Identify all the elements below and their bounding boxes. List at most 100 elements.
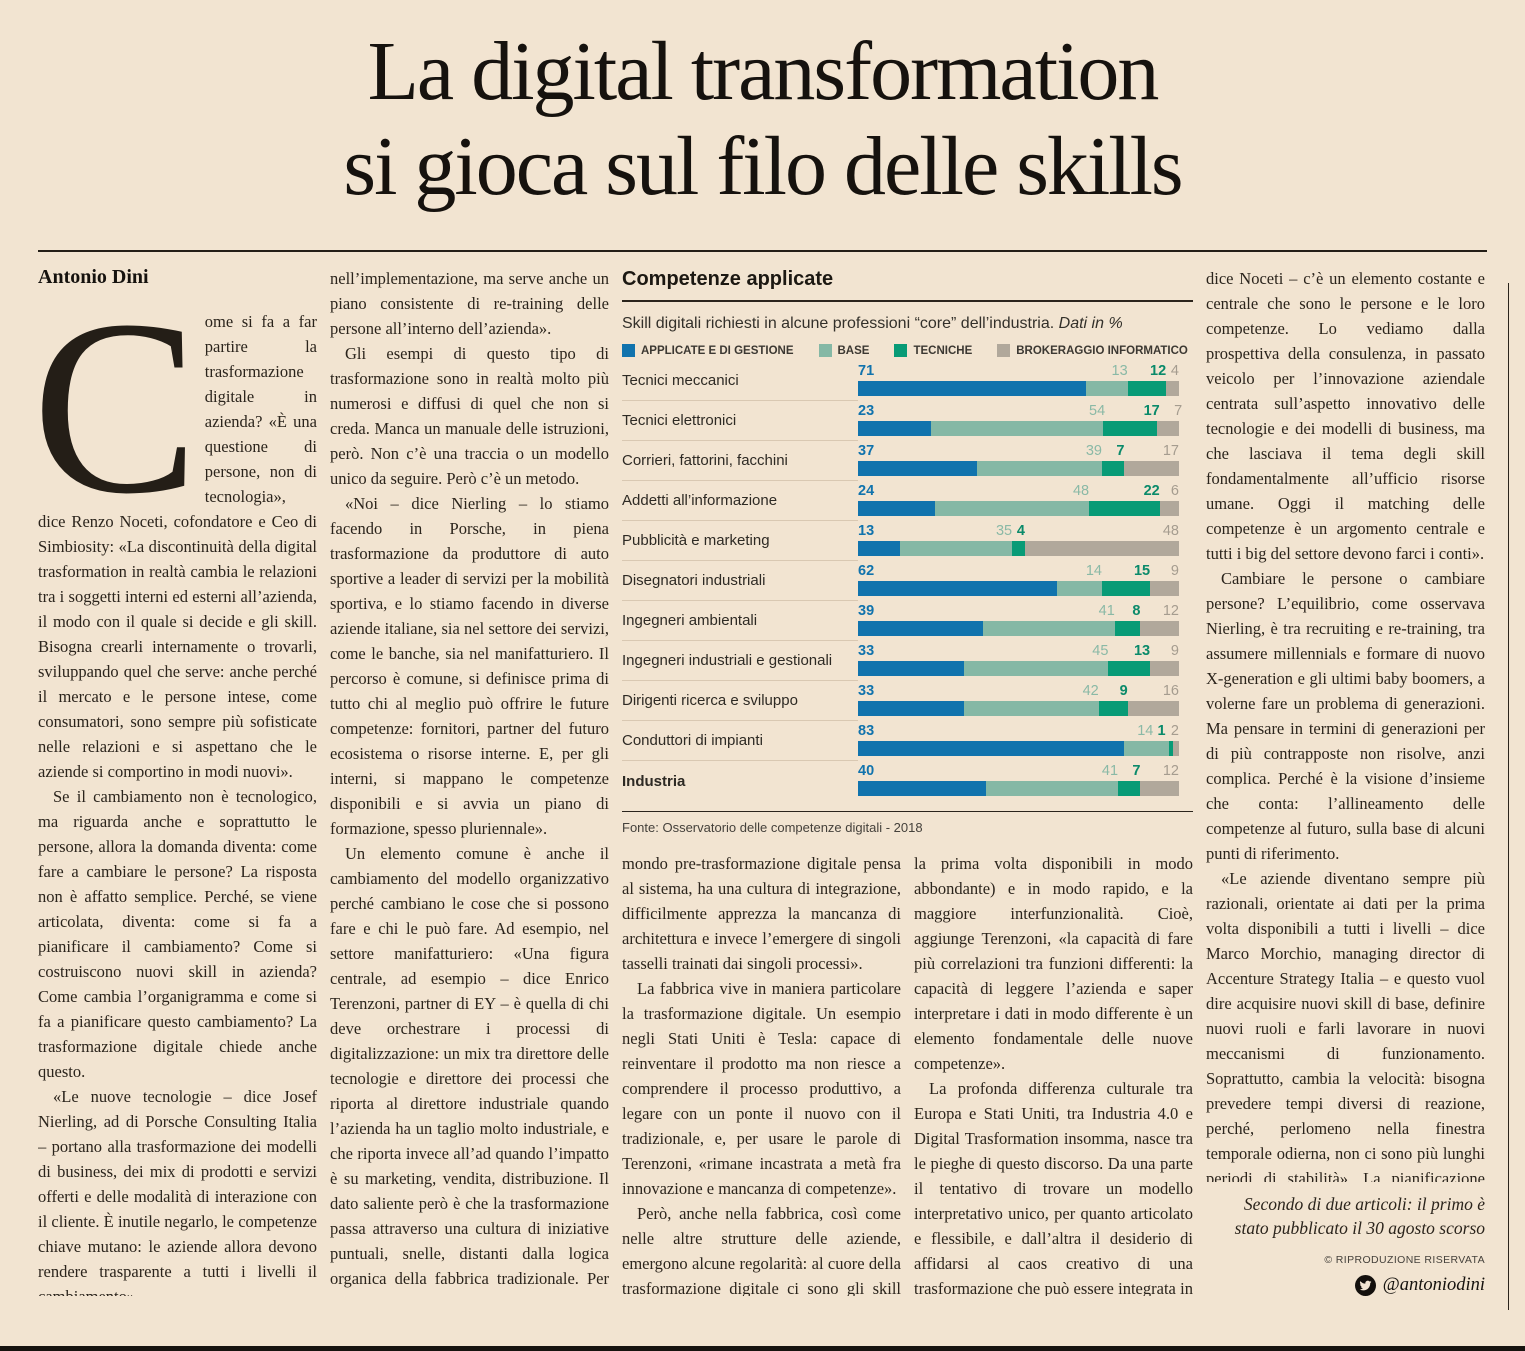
bar-segment bbox=[858, 421, 932, 436]
legend-swatch-icon bbox=[818, 344, 832, 357]
bar-segment bbox=[1140, 621, 1179, 636]
bar-value-label: 6 bbox=[1170, 483, 1179, 499]
bar-value-label: 12 bbox=[1150, 363, 1167, 379]
bar-segment bbox=[1108, 661, 1151, 676]
bar-segment bbox=[858, 781, 987, 796]
bar-value-label: 15 bbox=[1133, 563, 1151, 579]
bar-segment bbox=[1098, 701, 1128, 716]
chart-row: Tecnici meccanici 71 13 12 4 bbox=[622, 361, 1193, 401]
chart-row-label: Dirigenti ricerca e sviluppo bbox=[622, 681, 858, 721]
bar-value-label: 39 bbox=[1085, 443, 1102, 459]
paragraph: La fabbrica vive in maniera particolare … bbox=[622, 979, 901, 1198]
bar-segment bbox=[1166, 381, 1179, 396]
paragraph: Gli esempi di questo tipo di trasformazi… bbox=[330, 344, 609, 488]
article-footer: Secondo di due articoli: il primo è stat… bbox=[1206, 1182, 1485, 1296]
bar-value-label: 23 bbox=[858, 403, 875, 419]
bar-value-label: 13 bbox=[1111, 363, 1128, 379]
bar-value-label: 17 bbox=[1143, 403, 1160, 419]
chart-title-rule bbox=[622, 300, 1193, 302]
bar-value-label: 1 bbox=[1157, 723, 1166, 739]
chart-row: Corrieri, fattorini, facchini 37 39 7 17 bbox=[622, 441, 1193, 481]
bar-segment bbox=[976, 461, 1102, 476]
bar-segment bbox=[1114, 621, 1141, 636]
chart-row-bar: 33 45 13 9 bbox=[858, 641, 1193, 681]
bar-value-label: 12 bbox=[1162, 763, 1179, 779]
bar-value-label: 4 bbox=[1170, 363, 1179, 379]
chart-row: Tecnici elettronici 23 54 17 7 bbox=[622, 401, 1193, 441]
chart-source-rule bbox=[622, 811, 1193, 812]
bar-value-label: 39 bbox=[858, 603, 875, 619]
bar-segment bbox=[1169, 741, 1173, 756]
bar-segment bbox=[858, 741, 1125, 756]
paragraph: «Noi – dice Nierling – lo stiamo facendo… bbox=[330, 494, 609, 838]
chart-row-label: Conduttori di impianti bbox=[622, 721, 858, 761]
bar-value-label: 13 bbox=[858, 523, 875, 539]
bar-value-label: 83 bbox=[858, 723, 875, 739]
bar-segment bbox=[1124, 741, 1170, 756]
paragraph: «Le aziende diventano sempre più raziona… bbox=[1206, 869, 1485, 1182]
chart-row: Industria 40 41 7 12 bbox=[622, 761, 1193, 801]
byline: Antonio Dini bbox=[38, 266, 149, 288]
chart-row: Dirigenti ricerca e sviluppo 33 42 9 16 bbox=[622, 681, 1193, 721]
middle-text-columns: mondo pre-trasformazione digitale pensa … bbox=[622, 851, 1193, 1296]
bar-value-label: 41 bbox=[1098, 603, 1115, 619]
chart-row-bar: 62 14 15 9 bbox=[858, 561, 1193, 601]
chart-row: Addetti all’informazione 24 48 22 6 bbox=[622, 481, 1193, 521]
author-twitter: @antoniodini bbox=[1206, 1275, 1485, 1296]
series-note: Secondo di due articoli: il primo è stat… bbox=[1234, 1194, 1485, 1238]
chart-row-label: Corrieri, fattorini, facchini bbox=[622, 441, 858, 481]
bar-segment bbox=[858, 381, 1086, 396]
legend-item: APPLICATE E DI GESTIONE bbox=[622, 344, 794, 357]
paragraph-text: ome si fa a far partire la trasformazion… bbox=[38, 312, 317, 781]
bar-value-label: 9 bbox=[1170, 563, 1179, 579]
chart-rows: Tecnici meccanici 71 13 12 4 Tecnici elettron… bbox=[622, 361, 1193, 801]
bar-value-label: 9 bbox=[1119, 683, 1128, 699]
legend-label: BROKERAGGIO INFORMATICO bbox=[1016, 344, 1188, 357]
page-title: La digital transformation si gioca sul fi… bbox=[0, 0, 1525, 214]
legend-swatch-icon bbox=[622, 344, 635, 357]
bar-value-label: 41 bbox=[1101, 763, 1119, 779]
chart-row-label: Pubblicità e marketing bbox=[622, 521, 858, 561]
bar-segment bbox=[963, 661, 1109, 676]
column-4: la prima volta disponibili in modo abbon… bbox=[914, 851, 1193, 1296]
chart-subtitle-text: Skill digitali richiesti in alcune profe… bbox=[622, 315, 1055, 332]
bar-segment bbox=[858, 581, 1058, 596]
legend-item: BROKERAGGIO INFORMATICO bbox=[997, 344, 1188, 357]
bar-segment bbox=[1085, 381, 1128, 396]
paragraph: dice Noceti – c’è un elemento costante e… bbox=[1206, 269, 1485, 563]
paragraph: nell’implementazione, ma serve anche un … bbox=[330, 269, 609, 338]
column-5: dice Noceti – c’è un elemento costante e… bbox=[1206, 266, 1485, 1296]
bar-segment bbox=[1101, 461, 1125, 476]
bar-segment bbox=[1156, 421, 1180, 436]
bar-value-label: 37 bbox=[858, 443, 875, 459]
chart-row: Ingegneri ambientali 39 41 8 12 bbox=[622, 601, 1193, 641]
paragraph: La profonda differenza culturale tra Eur… bbox=[914, 1079, 1193, 1296]
bar-segment bbox=[963, 701, 1099, 716]
paragraph: Un elemento comune è anche il cambiament… bbox=[330, 844, 609, 1296]
title-line-2: si gioca sul filo delle skills bbox=[343, 120, 1183, 213]
chart-source: Fonte: Osservatorio delle competenze dig… bbox=[622, 820, 923, 835]
column-5-text: dice Noceti – c’è un elemento costante e… bbox=[1206, 266, 1485, 1182]
chart-row-label: Addetti all’informazione bbox=[622, 481, 858, 521]
bar-value-label: 54 bbox=[1089, 403, 1106, 419]
chart-row-bar: 37 39 7 17 bbox=[858, 441, 1193, 481]
paragraph: «Le nuove tecnologie – dice Josef Nierli… bbox=[38, 1087, 317, 1296]
paragraph: mondo pre-trasformazione digitale pensa … bbox=[622, 854, 901, 973]
legend-item: TECNICHE bbox=[894, 344, 972, 357]
page-edge-rule bbox=[1508, 283, 1509, 1310]
chart-row: Pubblicità e marketing 13 35 4 48 bbox=[622, 521, 1193, 561]
bar-value-label: 7 bbox=[1174, 403, 1183, 419]
bar-value-label: 33 bbox=[858, 643, 875, 659]
bar-segment bbox=[1127, 701, 1179, 716]
title-line-1: La digital transformation bbox=[367, 25, 1160, 118]
bar-segment bbox=[1089, 501, 1160, 516]
bar-value-label: 24 bbox=[858, 483, 875, 499]
legend-swatch-icon bbox=[997, 344, 1011, 357]
chart-row-bar: 40 41 7 12 bbox=[858, 761, 1193, 801]
bar-segment bbox=[1140, 781, 1179, 796]
chart-row-label: Ingegneri industriali e gestionali bbox=[622, 641, 858, 681]
bar-segment bbox=[858, 621, 984, 636]
legend-swatch-icon bbox=[894, 344, 908, 357]
chart-subtitle: Skill digitali richiesti in alcune profe… bbox=[622, 315, 1193, 333]
